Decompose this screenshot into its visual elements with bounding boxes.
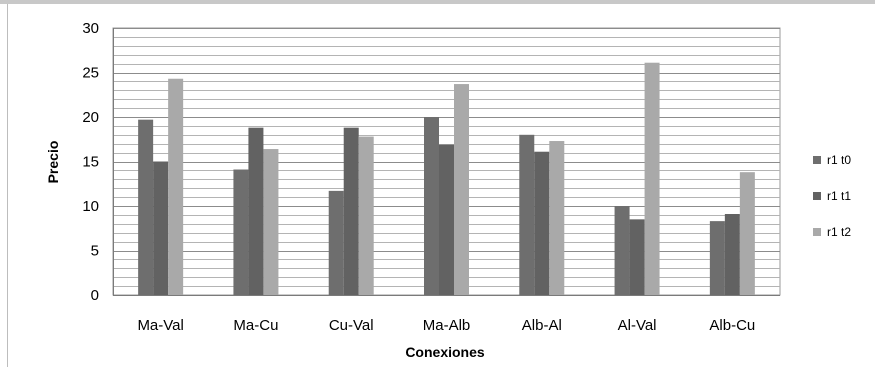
y-tick-label: 20 [82,109,99,126]
y-axis-title: Precio [45,141,61,184]
y-axis: 0 5 10 15 20 25 30 [82,20,114,304]
bar-r1-t0-Al-Val [614,206,630,295]
bar-r1-t1-Cu-Val [343,127,359,296]
bar-r1-t2-Ma-Cu [263,149,279,295]
bars [138,62,755,296]
bar-r1-t1-Alb-Cu [724,214,740,295]
bar-r1-t1-Ma-Alb [439,144,454,295]
legend-swatch [813,228,821,236]
bar-r1-t1-Ma-Cu [248,127,264,296]
top-border [0,0,875,4]
x-tick-label: Al-Val [618,317,657,334]
bar-r1-t0-Ma-Val [138,119,154,295]
x-tick-label: Ma-Cu [233,317,278,334]
bar-r1-t2-Al-Val [644,62,660,296]
bar-r1-t1-Ma-Val [153,161,169,295]
y-tick-label: 25 [82,65,99,82]
legend: r1 t0 r1 t1 r1 t2 [813,153,851,239]
x-axis-title: Conexiones [405,344,485,360]
bar-r1-t2-Cu-Val [358,136,374,295]
x-tick-label: Ma-Val [137,317,183,334]
bar-r1-t0-Alb-Cu [709,221,725,295]
bar-r1-t2-Alb-Cu [739,172,755,295]
bar-r1-t0-Ma-Alb [424,117,439,295]
bar-r1-t2-Alb-Al [549,141,565,295]
y-tick-label: 5 [91,243,99,260]
x-tick-label: Alb-Al [522,317,562,334]
bar-r1-t1-Alb-Al [534,151,550,295]
bar-r1-t2-Ma-Alb [454,84,469,295]
legend-label: r1 t0 [827,153,851,167]
legend-label: r1 t2 [827,225,851,239]
bar-r1-t0-Cu-Val [328,190,344,295]
bar-r1-t1-Al-Val [629,219,645,295]
x-tick-label: Cu-Val [329,317,374,334]
x-tick-label: Ma-Alb [423,317,471,334]
bar-r1-t0-Ma-Cu [233,169,249,295]
y-tick-label: 15 [82,154,99,171]
y-tick-label: 10 [82,198,99,215]
x-tick-label: Alb-Cu [709,317,755,334]
x-axis: Ma-Val Ma-Cu Cu-Val Ma-Alb Alb-Al Al-Val Alb-C… [113,295,780,334]
left-border [7,4,8,367]
legend-swatch [813,156,821,164]
legend-label: r1 t1 [827,189,851,203]
bar-r1-t0-Alb-Al [519,134,535,295]
y-tick-label: 30 [82,20,99,37]
y-tick-label: 0 [91,287,99,304]
legend-swatch [813,192,821,200]
bar-r1-t2-Ma-Val [168,78,184,295]
